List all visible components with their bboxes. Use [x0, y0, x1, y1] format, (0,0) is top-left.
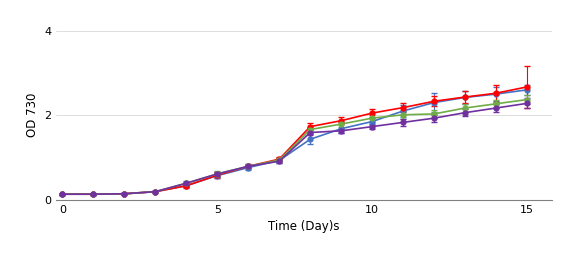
X-axis label: Time (Day)s: Time (Day)s — [269, 220, 339, 233]
Y-axis label: OD 730: OD 730 — [26, 93, 39, 137]
